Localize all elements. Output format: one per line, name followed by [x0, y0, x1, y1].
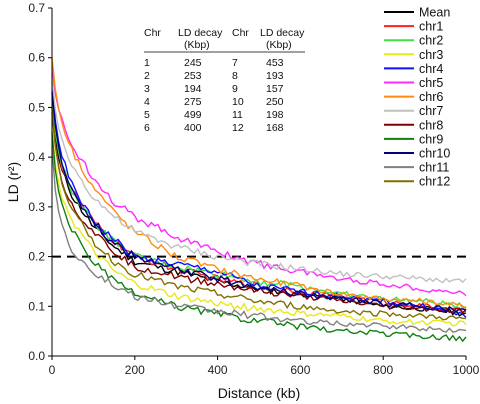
legend-label-chr10: chr10 — [419, 147, 450, 161]
legend-label-chr12: chr12 — [419, 175, 450, 189]
legend-label-chr8: chr8 — [419, 118, 443, 132]
table-cell: 7 — [232, 57, 238, 69]
table-cell: 193 — [266, 70, 284, 82]
legend-label-chr2: chr2 — [419, 34, 443, 48]
series-layer — [51, 57, 467, 343]
table-cell: 250 — [266, 96, 284, 108]
table-cell: 168 — [266, 122, 284, 134]
series-line-chr10 — [51, 92, 467, 313]
table-header: Chr — [232, 27, 249, 39]
table-cell: 3 — [144, 83, 150, 95]
x-tick-label: 1000 — [453, 363, 480, 377]
y-tick-label: 0.3 — [28, 200, 45, 214]
table-cell: 6 — [144, 122, 150, 134]
table-header: LD decay — [178, 27, 223, 39]
legend-label-chr11: chr11 — [419, 161, 449, 175]
table-cell: 198 — [266, 109, 284, 121]
legend-background — [382, 4, 476, 176]
table-cell: 2 — [144, 70, 150, 82]
legend-label-chr1: chr1 — [419, 20, 443, 34]
x-tick-label: 200 — [125, 363, 145, 377]
legend: Meanchr1chr2chr3chr4chr5chr6chr7chr8chr9… — [382, 4, 476, 189]
table-cell: 245 — [184, 57, 202, 69]
legend-label-chr7: chr7 — [419, 104, 443, 118]
y-tick-label: 0.0 — [28, 349, 45, 363]
table-subheader: (Kbp) — [266, 39, 292, 51]
table-cell: 10 — [232, 96, 244, 108]
y-axis-label: LD (r²) — [5, 162, 21, 202]
y-tick-label: 0.4 — [28, 150, 45, 164]
legend-label-mean: Mean — [419, 6, 450, 20]
table-cell: 12 — [232, 122, 244, 134]
series-line-chr3 — [51, 127, 467, 327]
table-cell: 5 — [144, 109, 150, 121]
legend-label-chr3: chr3 — [419, 48, 443, 62]
table-cell: 275 — [184, 96, 202, 108]
legend-label-chr5: chr5 — [419, 76, 443, 90]
y-tick-label: 0.5 — [28, 100, 45, 114]
axes: 0.0 0.1 0.2 0.3 0.4 0.5 0.6 0.7 0 200 400 600 800 100… — [5, 1, 480, 401]
table-cell: 400 — [184, 122, 202, 134]
table-cell: 499 — [184, 109, 202, 121]
x-tick-label: 0 — [49, 363, 56, 377]
ld-decay-table: Chr LD decay Chr LD decay(Kbp) (Kbp)1 245 7 453… — [144, 27, 305, 134]
y-tick-label: 0.6 — [28, 51, 45, 65]
legend-label-chr6: chr6 — [419, 90, 443, 104]
series-line-chr11 — [51, 147, 467, 333]
series-line-chr6 — [51, 57, 467, 310]
table-cell: 194 — [184, 83, 202, 95]
y-tick-label: 0.7 — [28, 1, 45, 15]
legend-label-chr9: chr9 — [419, 132, 443, 146]
series-line-chr12 — [51, 107, 467, 321]
table-header: Chr — [144, 27, 161, 39]
x-tick-label: 400 — [208, 363, 228, 377]
series-line-chr4 — [51, 82, 467, 318]
y-tick-label: 0.2 — [28, 250, 45, 264]
table-cell: 453 — [266, 57, 284, 69]
table-cell: 8 — [232, 70, 238, 82]
y-tick-label: 0.1 — [28, 299, 45, 313]
table-header: LD decay — [260, 27, 305, 39]
table-cell: 253 — [184, 70, 202, 82]
table-cell: 1 — [144, 57, 150, 69]
table-subheader: (Kbp) — [184, 39, 210, 51]
x-tick-label: 800 — [373, 363, 393, 377]
table-cell: 157 — [266, 83, 284, 95]
table-cell: 9 — [232, 83, 238, 95]
series-line-chr7 — [51, 77, 467, 284]
legend-label-chr4: chr4 — [419, 62, 443, 76]
series-line-chr9 — [51, 132, 467, 343]
x-tick-label: 600 — [290, 363, 310, 377]
table-cell: 11 — [232, 109, 243, 121]
x-axis-label: Distance (kb) — [218, 385, 300, 401]
table-cell: 4 — [144, 96, 150, 108]
